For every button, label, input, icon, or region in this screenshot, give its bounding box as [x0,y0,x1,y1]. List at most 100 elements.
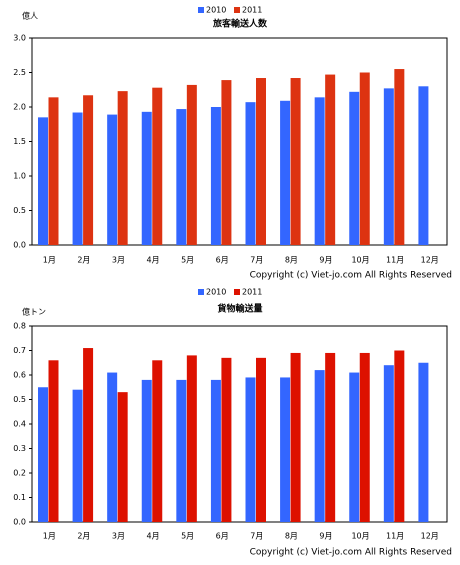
bar [210,379,221,522]
y-tick-label: 3.0 [13,34,26,43]
x-tick-label: 7月 [250,532,263,541]
x-tick-label: 10月 [351,256,369,265]
bar [256,357,266,522]
bar [349,91,360,245]
legend-label: 2010 [206,6,226,15]
copyright: Copyright (c) Viet-jo.com All Rights Res… [250,271,452,281]
bar [325,352,336,522]
bar [48,360,59,522]
y-tick-label: 0.8 [13,322,26,331]
bar [394,350,405,522]
bar [210,107,221,245]
bar [383,88,394,246]
x-tick-label: 4月 [146,532,159,541]
bar [107,372,118,522]
y-tick-label: 0.5 [13,395,26,404]
bar [176,379,187,522]
bar [383,365,394,522]
y-tick-label: 0.3 [13,444,26,453]
y-tick-label: 0.1 [13,493,26,502]
x-tick-label: 11月 [386,532,404,541]
bar [359,72,370,245]
x-tick-label: 6月 [216,532,229,541]
y-tick-label: 0.2 [13,469,26,478]
x-tick-label: 2月 [77,256,90,265]
bar [418,86,429,245]
x-tick-label: 6月 [216,256,229,265]
x-tick-label: 8月 [285,256,298,265]
x-tick-label: 7月 [250,256,263,265]
x-tick-label: 4月 [146,256,159,265]
legend-label: 2010 [206,288,226,297]
legend-swatch [198,7,204,13]
bar [256,78,266,246]
bar [83,95,94,246]
y-tick-label: 2.5 [13,68,26,77]
bar [314,97,325,245]
x-tick-label: 2月 [77,532,90,541]
y-tick-label: 1.5 [13,137,26,146]
x-tick-label: 12月 [421,256,439,265]
x-tick-label: 5月 [181,532,194,541]
bar [186,355,197,522]
bar [38,387,48,522]
legend-label: 2011 [242,288,262,297]
x-tick-label: 12月 [421,532,439,541]
bar [280,377,291,522]
copyright: Copyright (c) Viet-jo.com All Rights Res… [250,548,452,558]
bar [349,372,360,522]
y-tick-label: 1.0 [13,172,26,181]
bar [141,111,152,245]
x-tick-label: 10月 [351,532,369,541]
bar [280,100,291,245]
bar [107,114,118,245]
bar [72,112,83,246]
chart-title: 旅客輸送人数 [213,18,268,30]
bar [38,117,48,245]
bar [325,74,336,245]
bar [72,389,83,522]
y-tick-label: 0.7 [13,346,26,355]
bar [359,352,370,522]
y-tick-label: 0.4 [13,420,26,429]
legend-swatch [234,7,240,13]
bar [152,87,163,246]
bar [418,362,429,522]
bar [117,392,128,522]
bar [221,357,232,522]
x-tick-label: 3月 [112,256,125,265]
bar [245,377,256,522]
y-tick-label: 0.0 [13,518,26,527]
bar [221,80,232,245]
bar [152,360,163,522]
bar [141,379,152,522]
unit-label: 億トン [22,307,46,317]
x-tick-label: 1月 [43,532,56,541]
chart-title: 貨物輸送量 [217,303,262,315]
bar [245,102,256,245]
x-tick-label: 8月 [285,532,298,541]
unit-label: 億人 [22,11,38,21]
x-tick-label: 9月 [319,256,332,265]
bar [290,352,301,522]
y-tick-label: 2.0 [13,103,26,112]
bar [48,97,59,245]
x-tick-label: 9月 [319,532,332,541]
legend-swatch [198,289,204,295]
x-tick-label: 11月 [386,256,404,265]
bar [314,370,325,522]
bar [394,69,405,245]
bar [117,91,128,245]
bar [290,78,301,246]
y-tick-label: 0.5 [13,206,26,215]
legend-swatch [234,289,240,295]
legend-label: 2011 [242,6,262,15]
y-tick-label: 0.0 [13,241,26,250]
x-tick-label: 5月 [181,256,194,265]
bar [186,84,197,245]
bar [83,348,94,522]
bar [176,109,187,245]
x-tick-label: 1月 [43,256,56,265]
x-tick-label: 3月 [112,532,125,541]
